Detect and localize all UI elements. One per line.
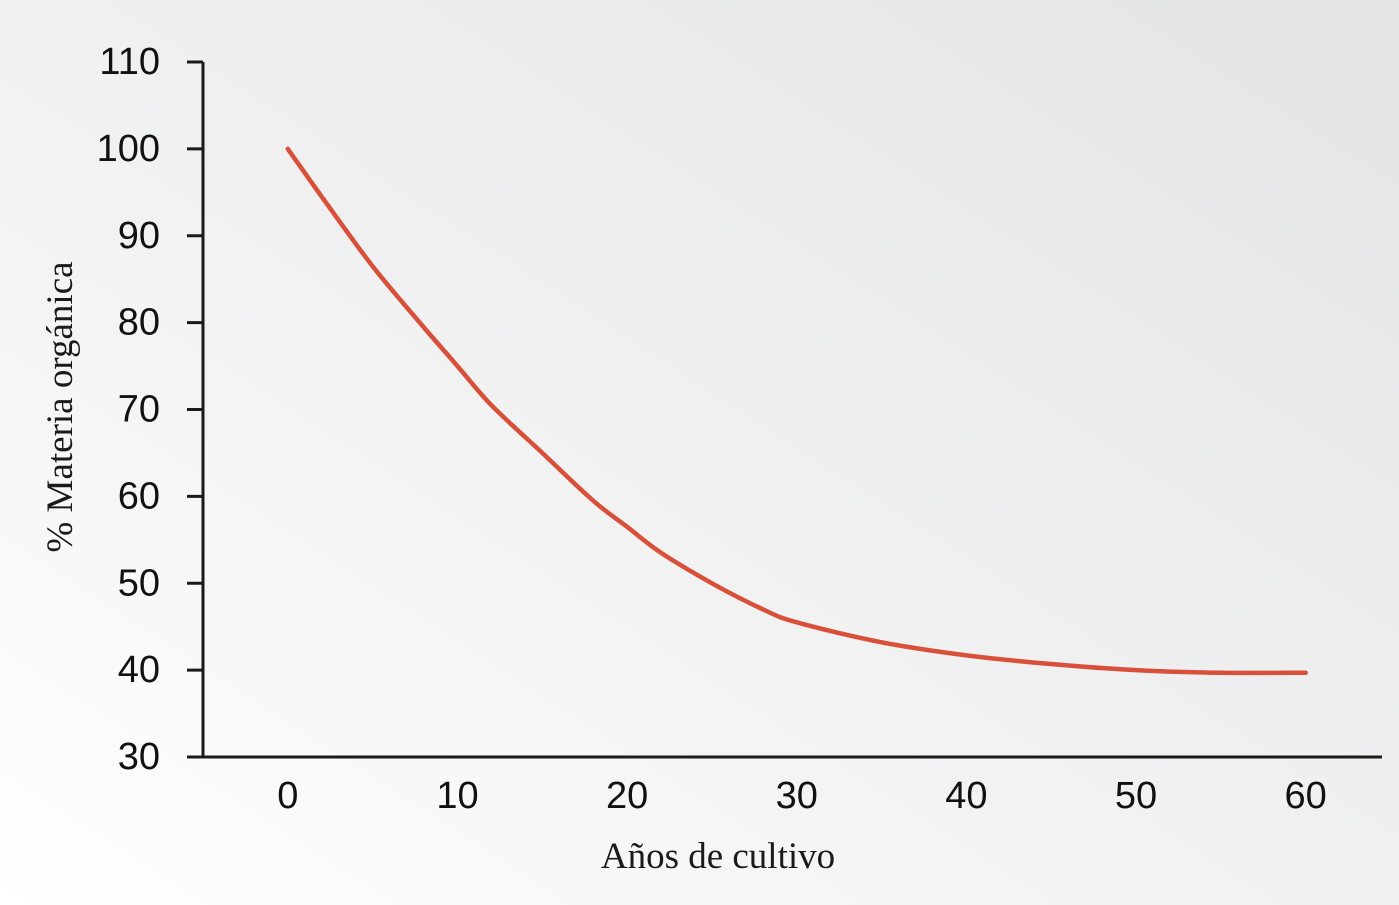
x-tick-label: 10	[436, 775, 478, 817]
y-tick-label: 110	[99, 41, 160, 83]
ticks: 30 40 50 60 70 80 90 100 110 0 10 20 30 40 50 60	[97, 41, 1327, 817]
y-tick-label: 50	[118, 562, 160, 604]
x-tick-label: 50	[1115, 775, 1157, 817]
y-tick-label: 100	[97, 128, 160, 170]
y-tick-label: 40	[118, 649, 160, 691]
y-tick-label: 80	[118, 302, 160, 344]
x-tick-label: 40	[945, 775, 987, 817]
y-tick-label: 60	[118, 475, 160, 517]
series-line	[285, 146, 1308, 676]
series-layer	[285, 146, 1308, 676]
x-tick-label: 60	[1285, 775, 1327, 817]
y-axis-title: % Materia orgánica	[40, 261, 81, 552]
y-tick-label: 30	[118, 736, 160, 778]
y-tick-label: 90	[118, 215, 160, 257]
x-axis-title: Años de cultivo	[601, 836, 835, 877]
x-tick-label: 0	[277, 775, 298, 817]
x-tick-label: 30	[776, 775, 818, 817]
x-tick-label: 20	[606, 775, 648, 817]
y-tick-label: 70	[118, 389, 160, 431]
